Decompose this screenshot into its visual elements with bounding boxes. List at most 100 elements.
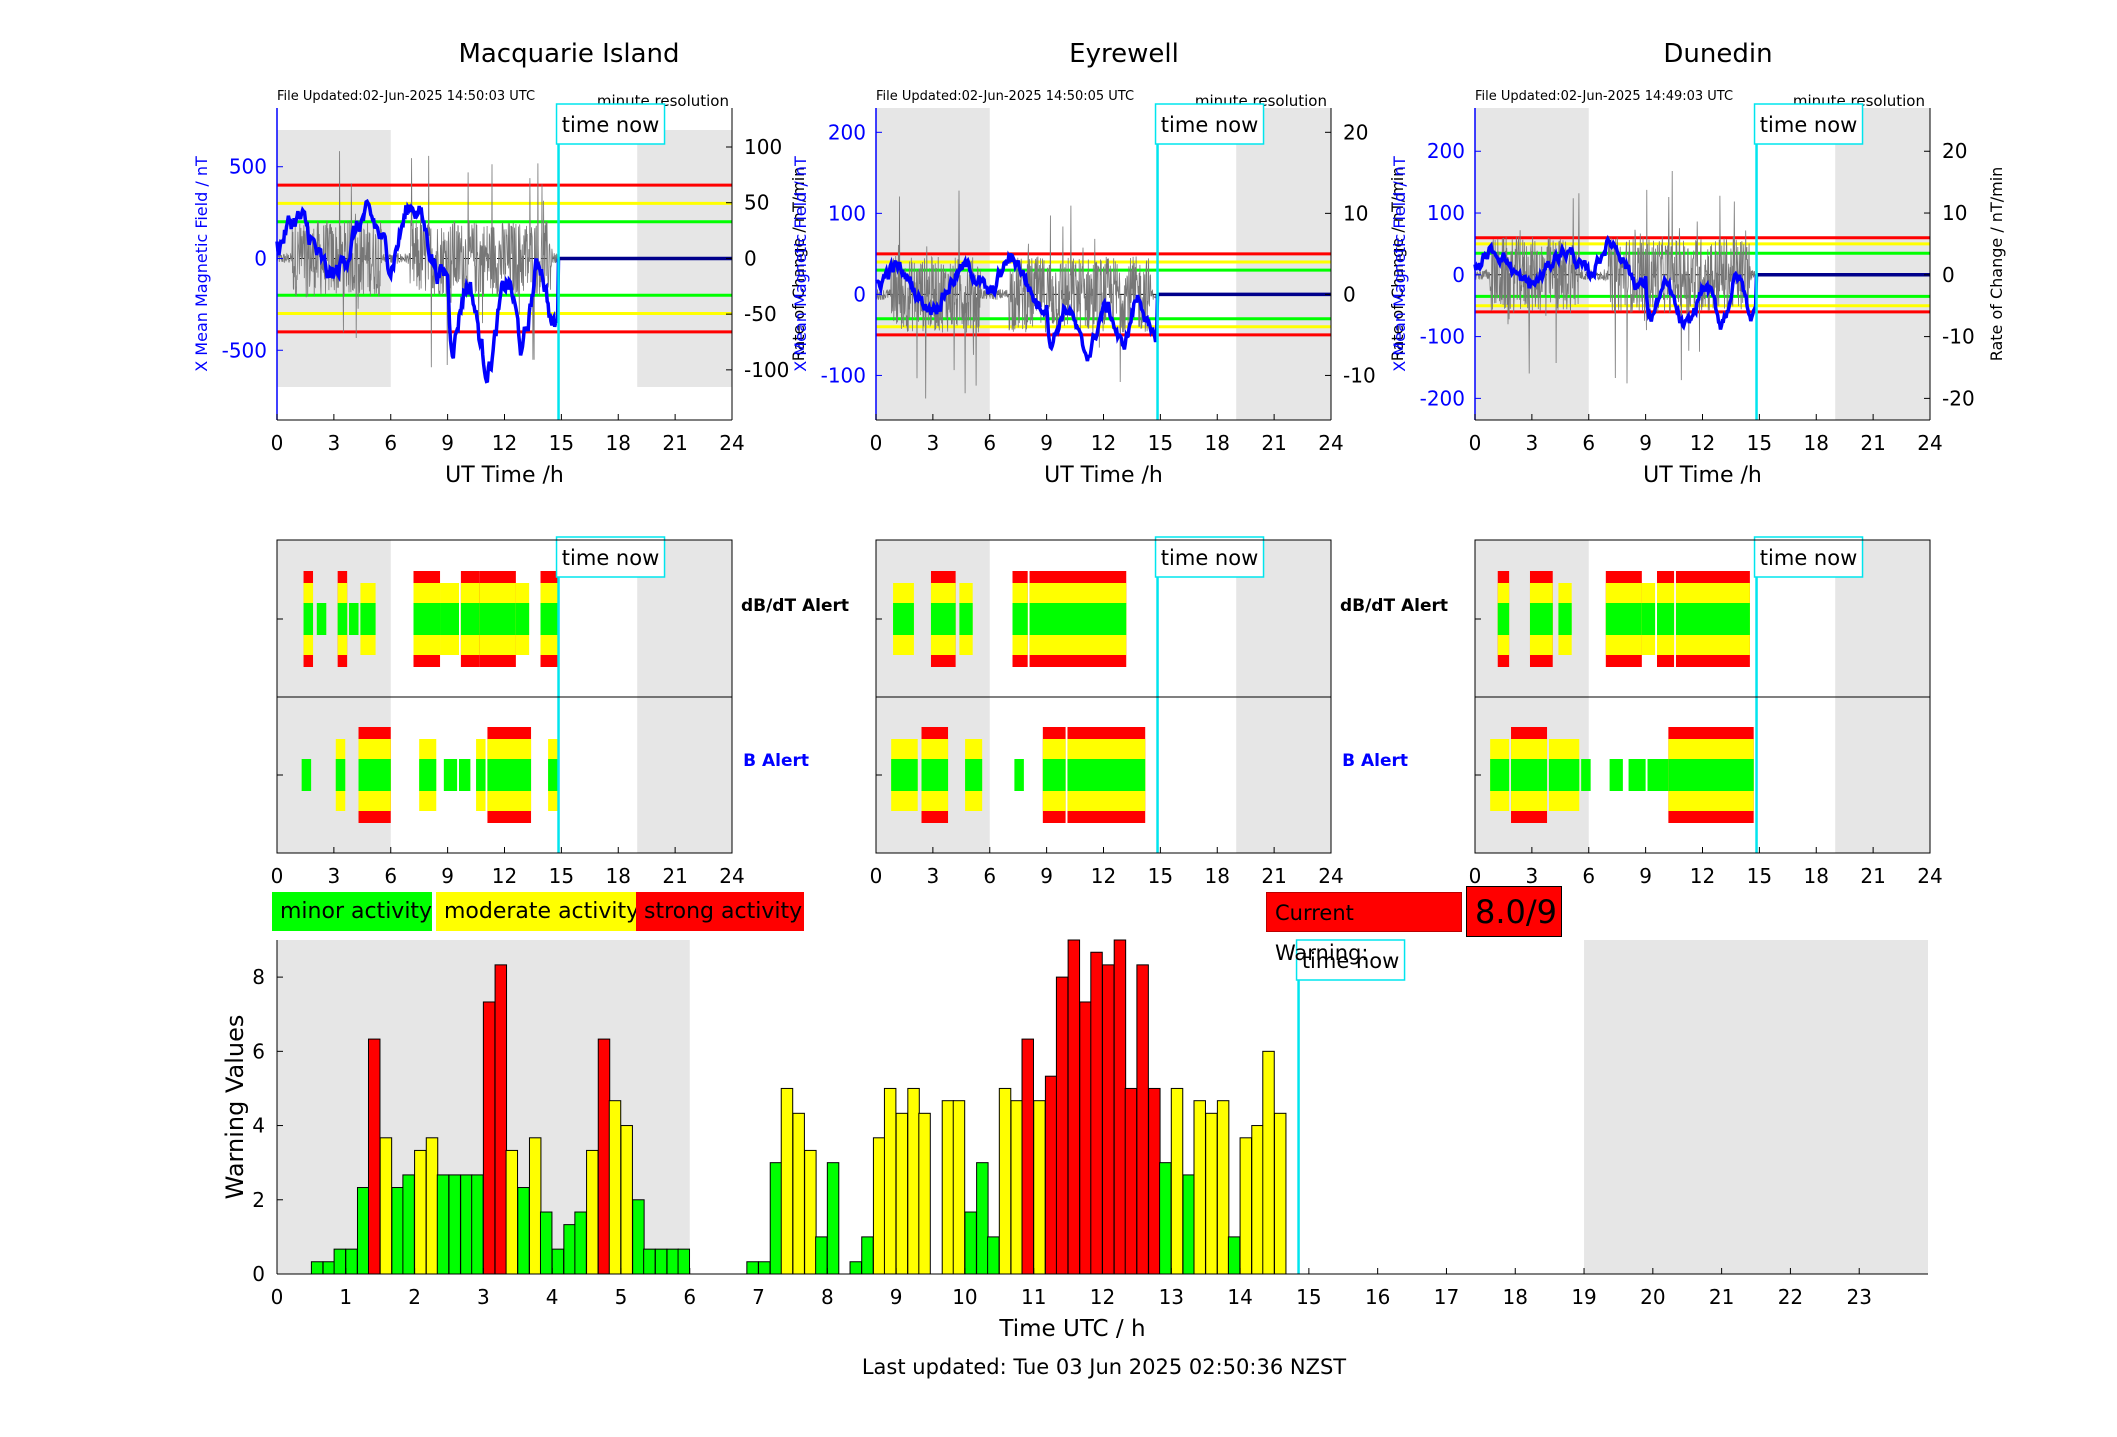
warning-bar [1136,964,1149,1275]
alert-x-tick-label: 24 [1318,864,1343,888]
station-title-eyrewell: Eyrewell [1069,39,1179,69]
warning-bar [1251,1125,1264,1275]
dbdt-alert-bar-4-minor [1029,603,1127,635]
warning-bar [1227,1236,1241,1275]
warning-x-tick-label: 3 [477,1285,490,1309]
x-tick-label: 6 [983,431,996,455]
alert-x-tick-label: 21 [662,864,687,888]
x-tick-label: 18 [606,431,631,455]
alert-x-tick-label: 18 [1804,864,1829,888]
warning-y-axis-title: Warning Values [221,1015,249,1200]
current-warning-value: 8.0/9 [1466,886,1562,937]
alert-x-tick-label: 6 [983,864,996,888]
b-alert-bar-0-minor [1490,759,1510,791]
b-alert-bar-6-minor [1647,759,1669,791]
warning-bar [1124,1087,1138,1275]
warning-bar [815,1236,828,1275]
dbdt-alert-bar-8-minor [479,603,516,635]
b-alert-bar-7-minor [1668,759,1754,791]
x-tick-label: 15 [1747,431,1772,455]
b-alert-label-eyrewell: B Alert [1342,751,1408,771]
warning-bar [345,1248,358,1275]
warning-bar [883,1087,897,1275]
x-tick-label: 12 [1091,431,1116,455]
warning-bar [586,1149,599,1275]
warning-x-tick-label: 23 [1846,1285,1871,1309]
warning-bar [643,1248,656,1275]
dbdt-alert-bar-5-minor [1657,603,1675,635]
warning-bar [952,1100,966,1275]
warning-bar [872,1137,886,1275]
x-tick-label: 15 [549,431,574,455]
night-shade-1 [1236,108,1331,420]
warning-bar [620,1125,633,1275]
b-alert-bar-5-minor [1067,759,1146,791]
warning-bar [1067,939,1081,1275]
alert-x-tick-label: 12 [492,864,517,888]
left-axis-title: X Mean Magnetic Field / nT [791,156,810,372]
x-axis-title: UT Time /h [445,463,564,488]
dbdt-alert-bar-0-minor [303,603,314,635]
warning-bar [804,1149,817,1275]
warning-bar [402,1174,415,1275]
alert-x-tick-label: 12 [1690,864,1715,888]
warning-bar [482,1001,496,1275]
warning-bar [322,1261,336,1275]
left-tick-label: 0 [853,282,866,306]
alert-x-tick-label: 9 [1040,864,1053,888]
b-alert-bar-1-minor [1511,759,1548,791]
warning-x-tick-label: 7 [752,1285,765,1309]
x-tick-label: 3 [927,431,940,455]
x-tick-label: 21 [1261,431,1286,455]
station-title-dunedin: Dunedin [1663,39,1772,69]
right-tick-label: -10 [1343,363,1376,387]
warning-x-tick-label: 17 [1434,1285,1459,1309]
warning-y-tick-label: 6 [252,1039,265,1063]
mean-field-trace [1473,234,1759,331]
warning-bar [861,1236,874,1275]
warning-bar [964,1211,977,1275]
alert-time-now-label-box [1154,536,1265,578]
warning-bar [356,1187,370,1275]
warning-y-tick-label: 2 [252,1188,265,1212]
dbdt-alert-bar-10-minor [540,603,558,635]
warning-bar [1055,976,1069,1275]
x-tick-label: 6 [384,431,397,455]
alert-x-tick-label: 3 [328,864,341,888]
warning-x-tick-label: 4 [546,1285,559,1309]
dbdt-alert-bar-3-minor [1605,603,1642,635]
mean-field-trace [875,250,1160,362]
alert-x-tick-label: 6 [384,864,397,888]
right-tick-label: 20 [1343,120,1368,144]
x-tick-label: 0 [271,431,284,455]
warning-bar [1239,1137,1253,1275]
warning-x-tick-label: 14 [1227,1285,1252,1309]
x-tick-label: 21 [662,431,687,455]
right-axis-title: Rate of Change / nT/min [789,167,808,362]
current-warning-label: Current Warning: [1266,892,1462,965]
right-tick-label: 20 [1942,139,1967,163]
warning-bar [1262,1050,1275,1275]
x-tick-label: 0 [870,431,883,455]
x-tick-label: 21 [1860,431,1885,455]
left-tick-label: 500 [229,155,267,179]
warning-bar [632,1199,645,1275]
warning-x-tick-label: 10 [952,1285,977,1309]
left-tick-label: -100 [1420,325,1465,349]
alert-x-tick-label: 9 [1639,864,1652,888]
x-tick-label: 18 [1804,431,1829,455]
alert-x-tick-label: 18 [1205,864,1230,888]
alert-time-now-label-text: time now [562,546,659,570]
warning-bar [471,1174,484,1275]
right-tick-label: 10 [1343,201,1368,225]
warning-bar [448,1174,461,1275]
b-alert-bar-1-minor [335,759,346,791]
dbdt-alert-label-macquarie: dB/dT Alert [741,596,849,616]
left-tick-label: -100 [821,363,866,387]
warning-bar [918,1112,931,1275]
alert-x-tick-label: 21 [1261,864,1286,888]
alert-x-tick-label: 21 [1860,864,1885,888]
warning-bar [826,1162,840,1275]
warning-x-axis-title: Time UTC / h [998,1316,1145,1342]
b-alert-bar-5-minor [459,759,471,791]
